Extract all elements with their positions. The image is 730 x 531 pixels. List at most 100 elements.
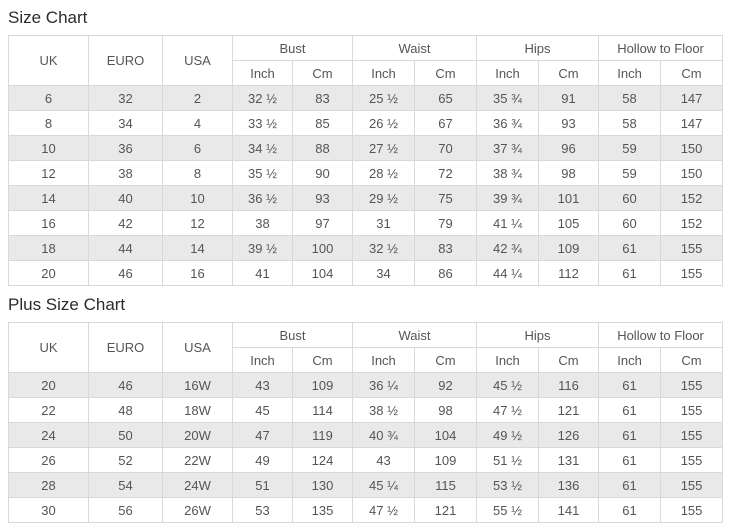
table-cell: 18 <box>8 235 89 261</box>
table-cell: 61 <box>598 422 662 448</box>
table-cell: 20 <box>8 372 89 398</box>
table-cell: 93 <box>538 110 600 136</box>
table-cell: 33 ½ <box>232 110 293 136</box>
plus-size-chart-title: Plus Size Chart <box>8 295 126 314</box>
table-cell: 48 <box>88 397 163 423</box>
column-group-header: Bust <box>231 322 354 348</box>
column-subheader: Inch <box>476 60 540 86</box>
table-cell: 150 <box>660 160 724 186</box>
plus-size-chart-section: Plus Size Chart UK EURO USA Bust Waist Hips Ho… <box>8 295 724 523</box>
column-subheader: Inch <box>232 347 293 373</box>
header-row: UK EURO USA Bust Waist Hips Hollow to Floor <box>8 35 724 86</box>
table-cell: 155 <box>660 447 724 473</box>
table-cell: 8 <box>162 160 233 186</box>
table-cell: 16 <box>162 260 233 286</box>
table-cell: 46 <box>88 260 163 286</box>
table-cell: 12 <box>8 160 89 186</box>
table-row: 28 54 24W 51 130 45 ¼ 115 53 ½ 136 61 155 <box>8 472 724 498</box>
table-cell: 34 ½ <box>232 135 293 161</box>
table-cell: 130 <box>291 472 354 498</box>
table-cell: 6 <box>162 135 233 161</box>
table-cell: 124 <box>291 447 354 473</box>
table-cell: 28 ½ <box>352 160 416 186</box>
table-cell: 39 ¾ <box>476 185 540 211</box>
column-header: UK <box>8 322 89 373</box>
column-subheader: Inch <box>598 60 662 86</box>
table-cell: 24W <box>162 472 233 498</box>
table-cell: 114 <box>291 397 354 423</box>
table-cell: 45 ¼ <box>352 472 416 498</box>
table-cell: 61 <box>598 397 662 423</box>
column-group-header: Hollow to Floor <box>598 322 724 348</box>
table-cell: 24 <box>8 422 89 448</box>
table-cell: 49 <box>232 447 293 473</box>
column-subheader: Inch <box>598 347 662 373</box>
table-cell: 44 <box>88 235 163 261</box>
table-cell: 155 <box>660 422 724 448</box>
table-cell: 22 <box>8 397 89 423</box>
table-cell: 126 <box>538 422 600 448</box>
table-cell: 88 <box>291 135 354 161</box>
table-row: 12 38 8 35 ½ 90 28 ½ 72 38 ¾ 98 59 150 <box>8 160 724 186</box>
table-cell: 53 ½ <box>476 472 540 498</box>
table-cell: 47 ½ <box>352 497 416 523</box>
table-cell: 45 ½ <box>476 372 540 398</box>
column-header: EURO <box>88 35 163 86</box>
table-cell: 92 <box>414 372 478 398</box>
table-cell: 29 ½ <box>352 185 416 211</box>
table-cell: 58 <box>598 85 662 111</box>
table-cell: 155 <box>660 397 724 423</box>
table-cell: 100 <box>291 235 354 261</box>
table-cell: 52 <box>88 447 163 473</box>
table-cell: 147 <box>660 110 724 136</box>
table-cell: 136 <box>538 472 600 498</box>
table-row: 22 48 18W 45 114 38 ½ 98 47 ½ 121 61 155 <box>8 397 724 423</box>
table-row: 20 46 16W 43 109 36 ¼ 92 45 ½ 116 61 155 <box>8 372 724 398</box>
table-cell: 90 <box>291 160 354 186</box>
table-cell: 12 <box>162 210 233 236</box>
table-cell: 147 <box>660 85 724 111</box>
table-cell: 54 <box>88 472 163 498</box>
table-row: 20 46 16 41 104 34 86 44 ¼ 112 61 155 <box>8 260 724 286</box>
column-group-header: Hips <box>476 322 600 348</box>
table-row: 16 42 12 38 97 31 79 41 ¼ 105 60 152 <box>8 210 724 236</box>
column-subheader: Cm <box>660 347 724 373</box>
table-row: 6 32 2 32 ½ 83 25 ½ 65 35 ¾ 91 58 147 <box>8 85 724 111</box>
table-cell: 60 <box>598 185 662 211</box>
table-cell: 59 <box>598 135 662 161</box>
table-cell: 152 <box>660 210 724 236</box>
table-cell: 61 <box>598 260 662 286</box>
table-cell: 50 <box>88 422 163 448</box>
table-cell: 42 ¾ <box>476 235 540 261</box>
table-cell: 104 <box>291 260 354 286</box>
table-cell: 61 <box>598 447 662 473</box>
table-cell: 51 ½ <box>476 447 540 473</box>
table-cell: 40 ¾ <box>352 422 416 448</box>
column-group-header: Waist <box>352 35 478 61</box>
table-row: 14 40 10 36 ½ 93 29 ½ 75 39 ¾ 101 60 152 <box>8 185 724 211</box>
table-cell: 109 <box>414 447 478 473</box>
column-subheader: Cm <box>414 347 478 373</box>
table-cell: 67 <box>414 110 478 136</box>
table-cell: 36 ¾ <box>476 110 540 136</box>
column-subheader: Inch <box>352 60 416 86</box>
table-cell: 70 <box>414 135 478 161</box>
table-cell: 53 <box>232 497 293 523</box>
table-cell: 119 <box>291 422 354 448</box>
column-subheader: Inch <box>232 60 293 86</box>
column-subheader: Cm <box>660 60 724 86</box>
column-group-header: Bust <box>231 35 354 61</box>
table-cell: 14 <box>8 185 89 211</box>
table-cell: 47 <box>232 422 293 448</box>
table-cell: 79 <box>414 210 478 236</box>
size-chart-table: UK EURO USA Bust Waist Hips Hollow to Floor Inc… <box>8 35 724 286</box>
table-cell: 135 <box>291 497 354 523</box>
table-cell: 43 <box>352 447 416 473</box>
table-cell: 14 <box>162 235 233 261</box>
table-cell: 26 ½ <box>352 110 416 136</box>
table-cell: 35 ½ <box>232 160 293 186</box>
table-cell: 46 <box>88 372 163 398</box>
table-cell: 20W <box>162 422 233 448</box>
column-group-header: Waist <box>352 322 478 348</box>
table-cell: 34 <box>88 110 163 136</box>
